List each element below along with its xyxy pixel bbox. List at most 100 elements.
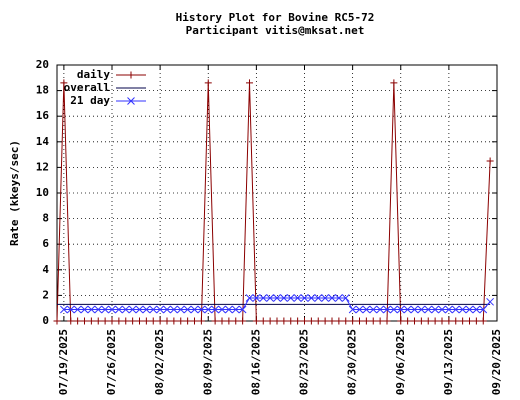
marker — [197, 305, 206, 314]
marker — [225, 317, 233, 325]
marker — [397, 317, 405, 325]
x-tick-label: 09/13/2025 — [442, 329, 455, 395]
marker — [273, 317, 281, 325]
marker — [472, 317, 480, 325]
marker — [94, 305, 103, 314]
marker — [328, 294, 336, 302]
y-tick-label: 18 — [36, 84, 49, 97]
marker — [156, 305, 164, 314]
legend-label: 21 day — [70, 94, 110, 107]
y-tick-label: 10 — [36, 186, 49, 199]
marker — [286, 294, 295, 302]
marker — [342, 317, 350, 325]
chart-title: History Plot for Bovine RC5-72 — [176, 11, 375, 24]
marker — [211, 317, 219, 325]
marker — [424, 305, 433, 314]
x-tick-label: 09/20/2025 — [490, 329, 503, 395]
marker — [232, 317, 240, 325]
marker — [183, 305, 192, 314]
marker — [328, 317, 336, 325]
marker — [273, 294, 281, 302]
marker — [362, 305, 371, 314]
marker — [197, 317, 205, 325]
marker — [73, 305, 82, 314]
marker — [81, 317, 88, 325]
legend-label: daily — [77, 68, 110, 81]
marker — [252, 317, 260, 325]
marker — [431, 317, 439, 325]
marker — [67, 317, 75, 325]
marker — [314, 294, 323, 302]
marker — [383, 317, 391, 325]
marker — [115, 317, 123, 325]
x-tick-label: 08/30/2025 — [346, 329, 359, 395]
marker — [225, 305, 233, 314]
marker — [53, 317, 61, 325]
y-tick-label: 14 — [36, 135, 50, 148]
legend-marker — [127, 97, 135, 105]
marker — [335, 294, 343, 302]
marker — [190, 305, 199, 314]
marker — [245, 294, 254, 302]
x-tick-label: 08/16/2025 — [249, 329, 262, 395]
marker — [218, 305, 226, 314]
marker — [101, 317, 109, 325]
marker — [87, 305, 96, 314]
marker — [404, 317, 412, 325]
marker — [129, 317, 137, 325]
marker — [170, 317, 178, 325]
marker — [108, 305, 116, 314]
marker — [128, 305, 137, 314]
marker — [479, 305, 488, 314]
y-tick-label: 4 — [42, 263, 49, 276]
marker — [142, 317, 150, 325]
marker — [293, 294, 302, 302]
x-tick-label: 07/26/2025 — [105, 329, 118, 395]
marker — [362, 317, 370, 325]
marker — [177, 317, 185, 325]
marker — [239, 317, 247, 325]
marker — [280, 294, 288, 302]
marker — [259, 317, 267, 325]
marker — [266, 317, 274, 325]
marker — [149, 317, 157, 325]
x-tick-label: 08/02/2025 — [153, 329, 166, 395]
marker — [403, 305, 412, 314]
marker — [376, 305, 384, 314]
marker — [87, 317, 95, 325]
marker — [369, 317, 377, 325]
marker — [149, 305, 158, 314]
marker — [410, 305, 419, 314]
marker — [60, 79, 68, 87]
marker — [136, 317, 143, 325]
y-tick-label: 2 — [42, 288, 49, 301]
marker — [438, 317, 446, 325]
marker — [417, 305, 426, 314]
marker — [101, 305, 109, 314]
marker — [452, 317, 460, 325]
legend-label: overall — [64, 81, 110, 94]
marker — [204, 79, 212, 87]
marker — [314, 317, 322, 325]
marker — [349, 317, 357, 325]
marker — [459, 317, 467, 325]
marker — [376, 317, 384, 325]
marker — [321, 294, 329, 302]
marker — [218, 317, 226, 325]
y-tick-label: 16 — [36, 109, 50, 122]
marker — [396, 305, 405, 314]
marker — [163, 305, 171, 314]
marker — [321, 317, 329, 325]
marker — [280, 317, 288, 325]
marker — [156, 317, 164, 325]
y-tick-label: 12 — [36, 160, 49, 173]
marker — [479, 317, 487, 325]
marker — [211, 305, 219, 314]
marker — [246, 79, 253, 87]
y-tick-label: 0 — [42, 314, 49, 327]
marker — [259, 294, 268, 302]
y-tick-label: 8 — [42, 212, 49, 225]
x-tick-label: 08/09/2025 — [201, 329, 214, 395]
marker — [301, 317, 308, 325]
marker — [142, 305, 151, 314]
